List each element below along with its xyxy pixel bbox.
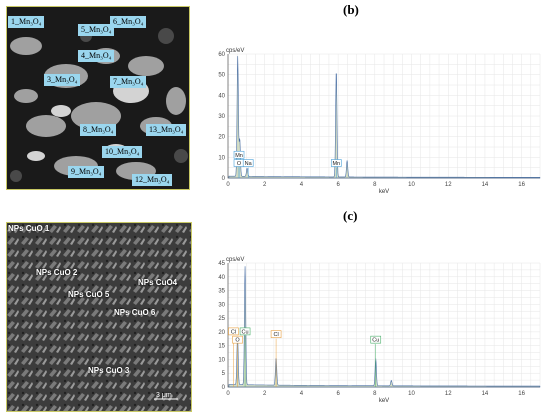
peak-label-box (242, 159, 254, 167)
x-tick-label: 4 (300, 391, 304, 397)
x-tick-label: 2 (263, 182, 267, 188)
peak-label: Cu (242, 329, 249, 335)
x-tick-label: 12 (445, 182, 452, 188)
nps-cuo-3: NPs CuO 3 (88, 366, 130, 375)
scale-bar-label: 3 μm (156, 392, 172, 399)
x-tick-label: 14 (482, 391, 489, 397)
peak-label: Cl (273, 332, 278, 338)
nps-cuo-5: NPs CuO 5 (68, 290, 110, 299)
x-tick-label: 6 (336, 182, 340, 188)
sem-texture (6, 6, 190, 190)
x-tick-label: 16 (518, 391, 525, 397)
y-tick-label: 40 (218, 93, 225, 99)
spectrum-series (228, 266, 541, 388)
y-axis-label: cps/eV (226, 257, 244, 263)
y-tick-label: 10 (218, 357, 225, 363)
nps-cuo-4: NPs CuO4 (138, 278, 178, 287)
spectrum-series (228, 56, 541, 179)
peak-label: Mn (235, 153, 243, 159)
peak-label-box (239, 327, 251, 336)
x-axis-label: keV (379, 189, 389, 195)
x-tick-label: 4 (300, 182, 304, 188)
eds-spectrum-c: 0 2 4 6 8 10 12 14 16 0 5 10 15 20 25 30 35 40 45 cps/eV keV… (212, 255, 548, 405)
peak-label-box (330, 159, 342, 167)
annotation-1: 1_Mn₃O₄ (8, 16, 45, 28)
x-tick-label: 8 (373, 391, 377, 397)
x-tick-label: 6 (336, 391, 340, 397)
x-tick-label: 0 (226, 391, 230, 397)
x-tick-label: 14 (482, 182, 489, 188)
annotation-7: 7_Mn₃O₄ (110, 76, 147, 88)
peak-label: O (235, 338, 240, 344)
peak-label: Na (245, 161, 253, 167)
peak-label-box (270, 330, 282, 338)
sem-image-mn3o4: 1_Mn₃O₄ 5_Mn₃O₄ 6_Mn₃O₄ 4_Mn₃O₄ 3_Mn₃O₄ … (6, 6, 190, 190)
y-tick-label: 60 (218, 52, 225, 58)
y-tick-label: 15 (218, 344, 225, 350)
peak-label: Mn (332, 161, 340, 167)
sem-texture-cuo (6, 222, 192, 412)
y-tick-label: 20 (218, 135, 225, 141)
panel-c-label: (c) (343, 208, 358, 223)
panel-b-label: (b) (343, 2, 359, 17)
annotation-13: 13_Mn₃O₄ (146, 124, 187, 136)
sem-image-cuo: NPs CuO 1 NPs CuO 2 NPs CuO4 NPs CuO 5 N… (6, 222, 192, 412)
y-tick-label: 10 (218, 155, 225, 161)
y-tick-label: 5 (222, 371, 226, 377)
peak-label: Cl (231, 329, 236, 335)
peak-label-box (232, 335, 243, 344)
annotation-5: 5_Mn₃O₄ (78, 24, 115, 36)
y-tick-label: 30 (218, 302, 225, 308)
x-tick-label: 10 (408, 391, 415, 397)
y-tick-label: 30 (218, 114, 225, 120)
y-tick-label: 35 (218, 289, 225, 295)
peak-label: O (237, 161, 242, 167)
x-axis-label: keV (379, 398, 389, 404)
annotation-10: 10_Mn₃O₄ (102, 146, 143, 158)
x-tick-label: 10 (408, 182, 415, 188)
peak-label-box (370, 335, 382, 344)
annotation-4: 4_Mn₃O₄ (78, 50, 115, 62)
x-tick-label: 8 (373, 182, 377, 188)
y-tick-label: 50 (218, 73, 225, 79)
annotation-9: 9_Mn₃O₄ (68, 166, 105, 178)
peak-label-box (233, 150, 245, 159)
x-tick-label: 12 (445, 391, 452, 397)
nps-cuo-1: NPs CuO 1 (8, 224, 50, 233)
eds-spectrum-b: 0 2 4 6 8 10 12 14 16 0 10 20 30 40 50 60 cps/eV keV Mn O Na… (212, 46, 548, 196)
nps-cuo-2: NPs CuO 2 (36, 268, 78, 277)
y-axis-label: cps/eV (226, 48, 244, 54)
x-tick-label: 2 (263, 391, 267, 397)
y-tick-label: 25 (218, 316, 225, 322)
nps-cuo-6: NPs CuO 6 (114, 308, 156, 317)
y-tick-label: 20 (218, 330, 225, 336)
annotation-8: 8_Mn₃O₄ (80, 124, 117, 136)
peak-label: Cu (372, 338, 379, 344)
x-tick-label: 0 (226, 182, 230, 188)
y-tick-label: 40 (218, 275, 225, 281)
annotation-6: 6_Mn₃O₄ (110, 16, 147, 28)
y-tick-label: 0 (222, 176, 226, 182)
y-tick-label: 0 (222, 385, 226, 391)
annotation-3: 3_Mn₃O₄ (44, 74, 81, 86)
annotation-12: 12_Mn₃O₄ (132, 174, 173, 186)
peak-label-box (228, 327, 239, 336)
x-tick-label: 16 (518, 182, 525, 188)
y-tick-label: 45 (218, 261, 225, 267)
